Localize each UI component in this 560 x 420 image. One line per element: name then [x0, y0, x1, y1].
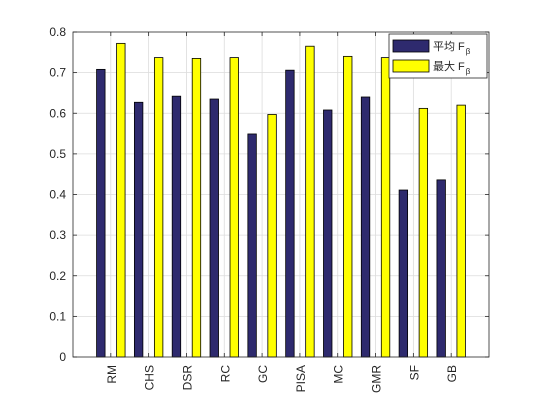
bar-max-gc	[267, 114, 277, 358]
bar-avg-rm	[96, 68, 106, 358]
x-tick-label-gb: GB	[445, 365, 459, 382]
legend-swatch-max	[392, 59, 430, 73]
bar-max-rc	[229, 57, 239, 358]
x-tick-label-dsr: DSR	[180, 365, 194, 391]
bar-max-gmr	[380, 57, 391, 358]
legend-swatch-avg	[392, 39, 430, 53]
x-tick-label-chs: CHS	[143, 365, 157, 390]
legend-label-avg: 平均 F	[433, 40, 465, 53]
y-tick-label: 0.4	[49, 188, 66, 202]
y-tick-label: 0.2	[49, 269, 66, 283]
y-tick-label: 0.8	[49, 25, 66, 39]
x-tick-labels: RM CHS DSR RC GC PISA MC GMR SF GB	[105, 365, 459, 393]
legend-label-max: 最大 F	[433, 59, 465, 73]
y-tick-label: 0.7	[49, 66, 66, 80]
y-tick-label: 0.6	[49, 106, 66, 120]
bar-avg-sf	[398, 189, 409, 358]
bar-max-dsr	[191, 58, 202, 358]
bar-max-rm	[116, 42, 126, 358]
bar-max-chs	[153, 57, 164, 358]
y-tick-labels: 0 0.1 0.2 0.3 0.4 0.5 0.6 0.7 0.8	[49, 25, 66, 364]
y-tick-label: 0.5	[49, 147, 66, 161]
y-tick-label: 0.1	[49, 309, 66, 323]
bar-avg-gb	[436, 179, 446, 358]
x-tick-label-gmr: GMR	[370, 365, 384, 393]
x-tick-label-sf: SF	[407, 365, 421, 380]
bar-avg-gmr	[360, 96, 371, 358]
bar-avg-gc	[247, 133, 257, 358]
bar-max-mc	[343, 55, 353, 358]
bar-avg-chs	[133, 101, 144, 358]
y-tick-label: 0.3	[49, 228, 66, 242]
legend-subscript-avg: β	[466, 47, 471, 56]
y-tick-label: 0	[59, 350, 66, 364]
bars	[96, 42, 466, 358]
bar-max-gb	[456, 104, 466, 358]
x-tick-label-pisa: PISA	[294, 365, 308, 392]
bar-max-sf	[418, 107, 429, 358]
bar-max-pisa	[305, 45, 315, 358]
x-tick-label-rm: RM	[105, 365, 119, 384]
bar-avg-pisa	[285, 69, 295, 358]
legend-subscript-max: β	[466, 67, 471, 76]
bar-avg-mc	[323, 109, 333, 358]
x-tick-label-rc: RC	[218, 365, 232, 383]
x-tick-label-mc: MC	[332, 365, 346, 384]
bar-avg-dsr	[171, 95, 182, 358]
bar-avg-rc	[209, 98, 219, 358]
x-tick-label-gc: GC	[256, 365, 270, 383]
